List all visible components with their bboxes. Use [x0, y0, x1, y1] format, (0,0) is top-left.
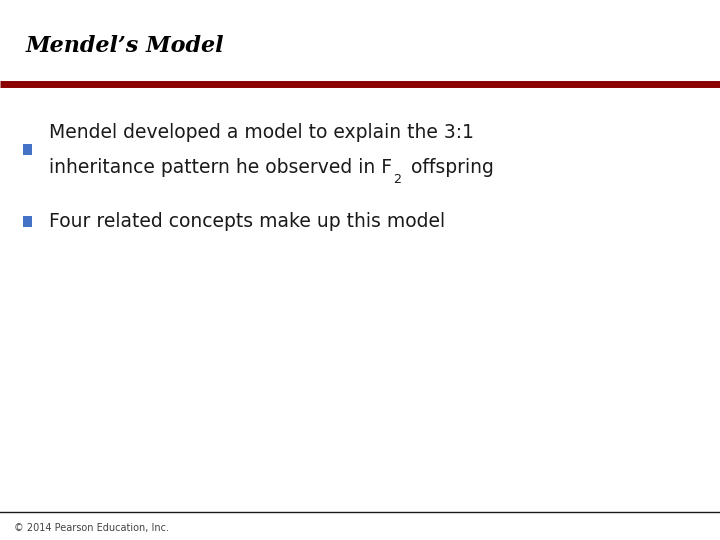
Text: offspring: offspring — [405, 158, 494, 177]
Bar — [23, 216, 32, 227]
Text: Mendel developed a model to explain the 3:1: Mendel developed a model to explain the … — [49, 123, 474, 142]
Text: Mendel’s Model: Mendel’s Model — [25, 35, 224, 57]
Text: © 2014 Pearson Education, Inc.: © 2014 Pearson Education, Inc. — [14, 523, 169, 533]
Text: Four related concepts make up this model: Four related concepts make up this model — [49, 212, 445, 231]
Text: 2: 2 — [394, 173, 402, 186]
Text: inheritance pattern he observed in F: inheritance pattern he observed in F — [49, 158, 392, 177]
Bar — [23, 145, 32, 156]
